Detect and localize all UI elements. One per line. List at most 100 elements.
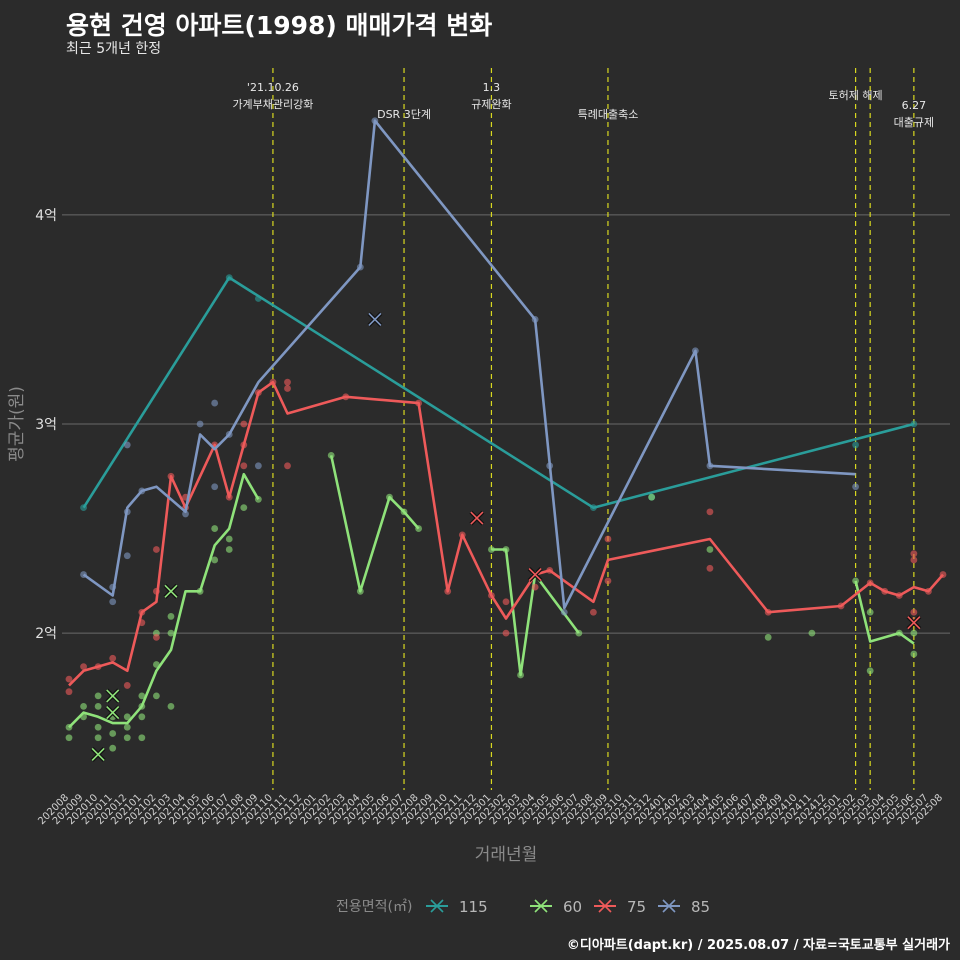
data-point-60 xyxy=(123,734,131,742)
data-point-115 xyxy=(852,441,859,449)
data-point-60 xyxy=(808,629,816,637)
y-axis-title: 평균가(원) xyxy=(7,386,27,462)
series-line-85 xyxy=(82,119,856,610)
data-point-85 xyxy=(182,510,189,518)
cancel-marker-75 xyxy=(907,616,921,630)
data-point-85 xyxy=(560,608,568,616)
data-point-60 xyxy=(648,493,656,501)
event-label: DSR 3단계 xyxy=(377,108,431,121)
data-point-60 xyxy=(109,744,117,752)
data-point-60 xyxy=(211,525,219,532)
data-point-60 xyxy=(138,713,146,721)
legend-title: 전용면적(㎡) xyxy=(336,899,412,915)
data-point-75 xyxy=(604,535,612,543)
data-point-75 xyxy=(80,663,87,671)
legend-swatch-x xyxy=(534,899,548,913)
data-point-60 xyxy=(240,504,248,512)
data-point-85 xyxy=(196,420,204,428)
event-label: 규제완화 xyxy=(471,98,511,111)
data-point-60 xyxy=(123,723,131,731)
data-point-75 xyxy=(706,564,714,572)
series-line-115 xyxy=(82,276,915,509)
data-point-60 xyxy=(866,608,874,616)
data-point-60 xyxy=(94,723,102,731)
data-point-75 xyxy=(502,629,510,637)
data-point-60 xyxy=(706,546,714,553)
y-tick-label: 2억 xyxy=(35,626,57,642)
data-point-75 xyxy=(65,675,73,683)
data-point-60 xyxy=(764,633,772,641)
event-label: '21.10.26 xyxy=(247,81,299,94)
data-point-60 xyxy=(138,734,146,742)
data-point-60 xyxy=(109,730,117,737)
data-point-75 xyxy=(590,608,597,616)
cancel-marker-75 xyxy=(528,568,542,582)
data-point-85 xyxy=(254,462,262,470)
data-point-60 xyxy=(910,629,918,637)
data-point-75 xyxy=(910,550,918,558)
data-point-75 xyxy=(240,420,248,428)
event-label: 대출규제 xyxy=(894,116,934,129)
page-title: 용현 건영 아파트(1998) 매매가격 변화 xyxy=(66,11,493,40)
data-point-75 xyxy=(284,378,291,386)
series-line-75 xyxy=(68,380,944,687)
data-point-60 xyxy=(94,702,102,710)
data-point-75 xyxy=(123,682,131,689)
event-label: 1.3 xyxy=(483,81,501,94)
cancel-marker-75 xyxy=(470,511,484,525)
y-tick-label: 4억 xyxy=(35,208,57,224)
legend-swatch-x xyxy=(662,899,676,913)
x-axis-title: 거래년월 xyxy=(475,845,538,865)
data-point-75 xyxy=(284,385,291,392)
cancel-marker-60 xyxy=(106,706,120,720)
data-point-85 xyxy=(211,483,219,491)
data-point-60 xyxy=(123,713,131,721)
data-point-60 xyxy=(167,702,175,710)
cancel-marker-60 xyxy=(164,584,178,598)
data-point-75 xyxy=(153,633,160,641)
data-point-75 xyxy=(153,546,160,553)
event-label: 가계부채관리강화 xyxy=(232,98,313,111)
series-line-60 xyxy=(68,455,915,729)
data-point-75 xyxy=(910,556,918,564)
data-point-60 xyxy=(866,667,874,675)
event-label: 6.27 xyxy=(902,99,927,112)
legend-entry-label: 85 xyxy=(691,898,710,916)
page-subtitle: 최근 5개년 한정 xyxy=(66,41,162,57)
data-point-85 xyxy=(852,483,859,491)
event-label: 특례대출축소 xyxy=(578,108,639,121)
data-point-75 xyxy=(65,688,73,696)
legend-entry-label: 115 xyxy=(459,898,488,916)
cancel-marker-60 xyxy=(91,747,105,762)
data-point-75 xyxy=(502,598,510,606)
data-point-60 xyxy=(225,535,233,543)
event-label: 토허제 해제 xyxy=(829,88,883,102)
data-point-60 xyxy=(153,692,160,700)
data-point-60 xyxy=(65,734,73,742)
data-point-75 xyxy=(240,462,248,470)
data-point-60 xyxy=(910,650,918,658)
data-point-60 xyxy=(94,734,102,742)
data-point-85 xyxy=(109,598,117,606)
data-point-60 xyxy=(167,629,175,637)
cancel-marker-60 xyxy=(106,689,120,703)
data-point-75 xyxy=(910,608,918,616)
legend-entry-label: 75 xyxy=(627,898,646,916)
data-point-75 xyxy=(706,508,714,516)
legend-swatch-x xyxy=(430,899,444,913)
data-point-60 xyxy=(167,613,175,620)
data-point-60 xyxy=(94,692,102,700)
data-point-60 xyxy=(80,702,87,710)
data-point-75 xyxy=(604,577,612,585)
legend-swatch-x xyxy=(598,899,612,913)
legend-entry-label: 60 xyxy=(563,898,582,916)
source-caption: ©디아파트(dapt.kr) / 2025.08.07 / 자료=국토교통부 실… xyxy=(566,938,950,953)
data-point-85 xyxy=(123,441,131,449)
data-point-60 xyxy=(211,556,219,564)
cancel-marker-85 xyxy=(368,312,382,326)
data-point-60 xyxy=(225,546,233,553)
data-point-60 xyxy=(138,692,146,700)
data-point-85 xyxy=(123,552,131,560)
